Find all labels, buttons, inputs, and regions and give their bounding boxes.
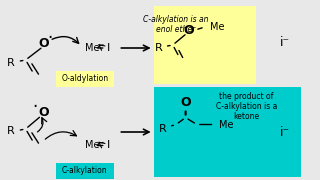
Text: Me: Me xyxy=(85,141,99,150)
Text: the product of
C-alkylation is a
ketone: the product of C-alkylation is a ketone xyxy=(216,91,277,121)
Text: Me: Me xyxy=(219,120,234,129)
Text: ·: · xyxy=(47,28,52,46)
Text: i⁻: i⁻ xyxy=(280,35,290,48)
Text: R: R xyxy=(7,58,15,68)
Text: ·: · xyxy=(33,98,38,116)
Text: R: R xyxy=(155,43,162,53)
Text: C-alkylation is an
enol ether: C-alkylation is an enol ether xyxy=(143,15,209,34)
Text: Me: Me xyxy=(210,22,224,32)
FancyBboxPatch shape xyxy=(154,6,256,84)
Text: R: R xyxy=(159,124,167,134)
Text: O: O xyxy=(38,37,49,50)
FancyBboxPatch shape xyxy=(56,71,114,87)
Text: C-alkylation: C-alkylation xyxy=(62,166,108,175)
Text: I: I xyxy=(107,141,110,150)
Text: O-aldylation: O-aldylation xyxy=(61,74,108,83)
Text: O: O xyxy=(38,106,49,119)
FancyBboxPatch shape xyxy=(56,163,114,179)
FancyBboxPatch shape xyxy=(154,87,301,177)
Text: O: O xyxy=(183,24,194,37)
Text: Me: Me xyxy=(85,43,99,53)
Text: i⁻: i⁻ xyxy=(280,125,290,138)
Text: O: O xyxy=(180,96,191,109)
Text: R: R xyxy=(7,125,15,136)
Text: I: I xyxy=(107,43,110,53)
